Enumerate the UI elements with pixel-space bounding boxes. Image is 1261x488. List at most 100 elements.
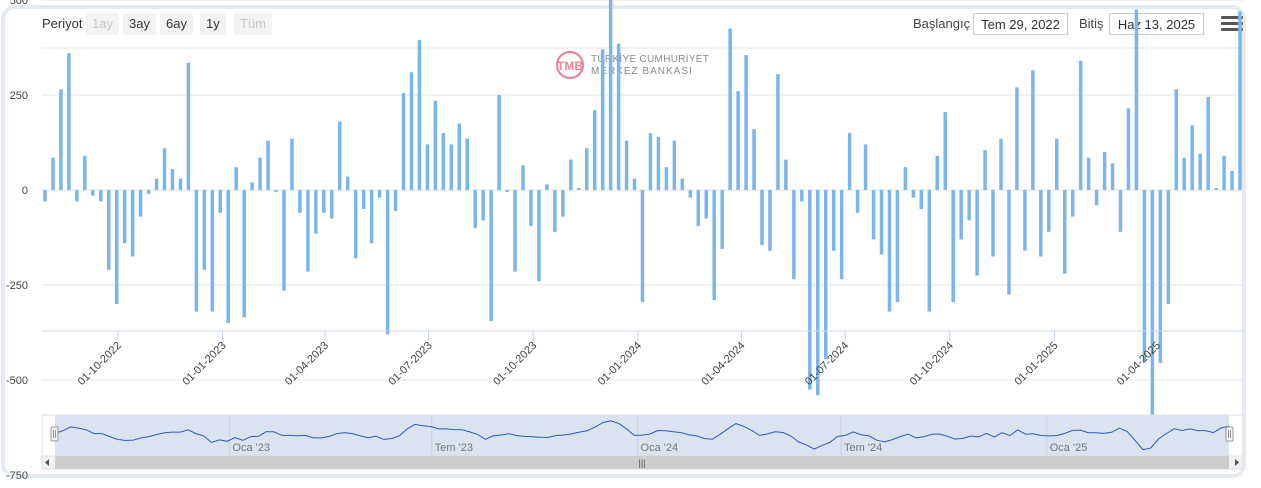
bar xyxy=(632,178,637,190)
bar xyxy=(975,190,979,276)
bar xyxy=(497,95,501,190)
bar xyxy=(1150,190,1155,441)
navigator-label: Oca '23 xyxy=(232,442,270,454)
bar xyxy=(170,169,175,190)
bar xyxy=(99,190,103,202)
bar xyxy=(816,190,820,396)
bar xyxy=(911,190,916,198)
bar xyxy=(959,190,963,240)
bar xyxy=(1142,190,1147,361)
bar xyxy=(847,133,852,190)
range-button-3ay[interactable]: 3ay xyxy=(123,13,156,35)
bar xyxy=(1238,11,1242,191)
bar xyxy=(648,133,653,190)
start-date-input[interactable]: Tem 29, 2022 xyxy=(973,13,1068,35)
bar xyxy=(266,140,270,190)
bar xyxy=(1166,190,1171,304)
x-tick-label: 01-04-2025 xyxy=(1115,340,1163,388)
bar xyxy=(314,190,318,234)
range-selector: Periyot 1ay 3ay 6ay 1y Tüm Başlangıç Tem… xyxy=(0,0,1261,40)
navigator-right-handle[interactable] xyxy=(1225,426,1234,442)
bar xyxy=(927,190,932,312)
bar xyxy=(1214,188,1218,190)
bar xyxy=(441,133,446,190)
bar xyxy=(792,190,796,280)
navigator: Oca '23 Tem '23 Oca '24 Tem '24 Oca '25 xyxy=(41,414,1244,457)
bar xyxy=(282,190,286,291)
bar xyxy=(457,123,462,190)
bar xyxy=(537,190,541,282)
bar xyxy=(553,190,557,232)
bar xyxy=(736,91,740,190)
bar xyxy=(1126,108,1131,190)
bar xyxy=(377,190,382,198)
logo-ring-icon xyxy=(555,50,585,80)
bar xyxy=(688,190,693,198)
bar xyxy=(1190,125,1194,190)
bar xyxy=(290,138,294,190)
bar xyxy=(345,176,350,190)
bar xyxy=(449,144,454,190)
bar xyxy=(361,190,366,209)
bar xyxy=(808,190,812,390)
bar xyxy=(67,53,71,191)
bar xyxy=(529,190,533,227)
range-button-6ay[interactable]: 6ay xyxy=(160,13,193,35)
bar xyxy=(489,190,493,322)
bar xyxy=(768,190,772,251)
bar xyxy=(839,190,844,280)
bar xyxy=(59,89,63,190)
bar xyxy=(258,157,262,190)
bar xyxy=(385,190,390,335)
bar xyxy=(154,178,159,190)
bar xyxy=(991,190,995,257)
bar xyxy=(226,190,230,323)
bar xyxy=(298,190,302,213)
bar xyxy=(1047,190,1051,232)
x-tick-label: 01-01-2023 xyxy=(180,340,228,388)
x-tick-label: 01-10-2023 xyxy=(491,340,539,388)
bar xyxy=(800,190,804,202)
x-tick-label: 01-10-2022 xyxy=(76,340,124,388)
range-button-all[interactable]: Tüm xyxy=(234,13,272,35)
y-tick-label: 500 xyxy=(10,0,28,7)
bar xyxy=(569,159,573,190)
range-button-1y[interactable]: 1y xyxy=(200,13,226,35)
scroll-left-arrow-icon[interactable] xyxy=(45,459,49,466)
bar xyxy=(696,190,701,227)
bar xyxy=(43,190,47,202)
bar xyxy=(720,190,724,249)
bar xyxy=(592,110,597,190)
bar xyxy=(106,190,111,270)
scrollbar-thumb[interactable] xyxy=(55,456,1229,469)
hamburger-menu-icon[interactable] xyxy=(1221,16,1243,34)
range-button-1ay[interactable]: 1ay xyxy=(86,13,119,35)
bar xyxy=(481,190,485,221)
y-tick-label: -250 xyxy=(6,280,28,292)
bar xyxy=(1198,153,1202,190)
x-tick-label: 01-04-2023 xyxy=(283,340,331,388)
bar xyxy=(784,159,788,190)
bar-series xyxy=(43,0,1242,441)
bar xyxy=(202,190,207,270)
navigator-labels: Oca '23 Tem '23 Oca '24 Tem '24 Oca '25 xyxy=(228,415,1087,456)
bar xyxy=(306,190,310,272)
x-tick-label: 01-10-2024 xyxy=(908,340,956,388)
start-date-label: Başlangıç xyxy=(913,16,971,31)
bar xyxy=(1134,9,1139,190)
navigator-label: Oca '24 xyxy=(641,442,679,454)
bar xyxy=(505,190,509,192)
navigator-left-handle[interactable] xyxy=(50,426,59,442)
x-tick-label: 01-07-2023 xyxy=(386,340,434,388)
bar xyxy=(1062,190,1067,274)
scroll-right-arrow-icon[interactable] xyxy=(1235,459,1239,466)
bar xyxy=(999,138,1003,190)
y-tick-label: -500 xyxy=(6,375,28,387)
bar xyxy=(943,112,947,190)
bar xyxy=(1031,70,1035,190)
bar xyxy=(967,190,971,221)
navigator-label: Tem '24 xyxy=(844,442,882,454)
bar xyxy=(887,190,892,312)
bar xyxy=(1015,87,1019,190)
